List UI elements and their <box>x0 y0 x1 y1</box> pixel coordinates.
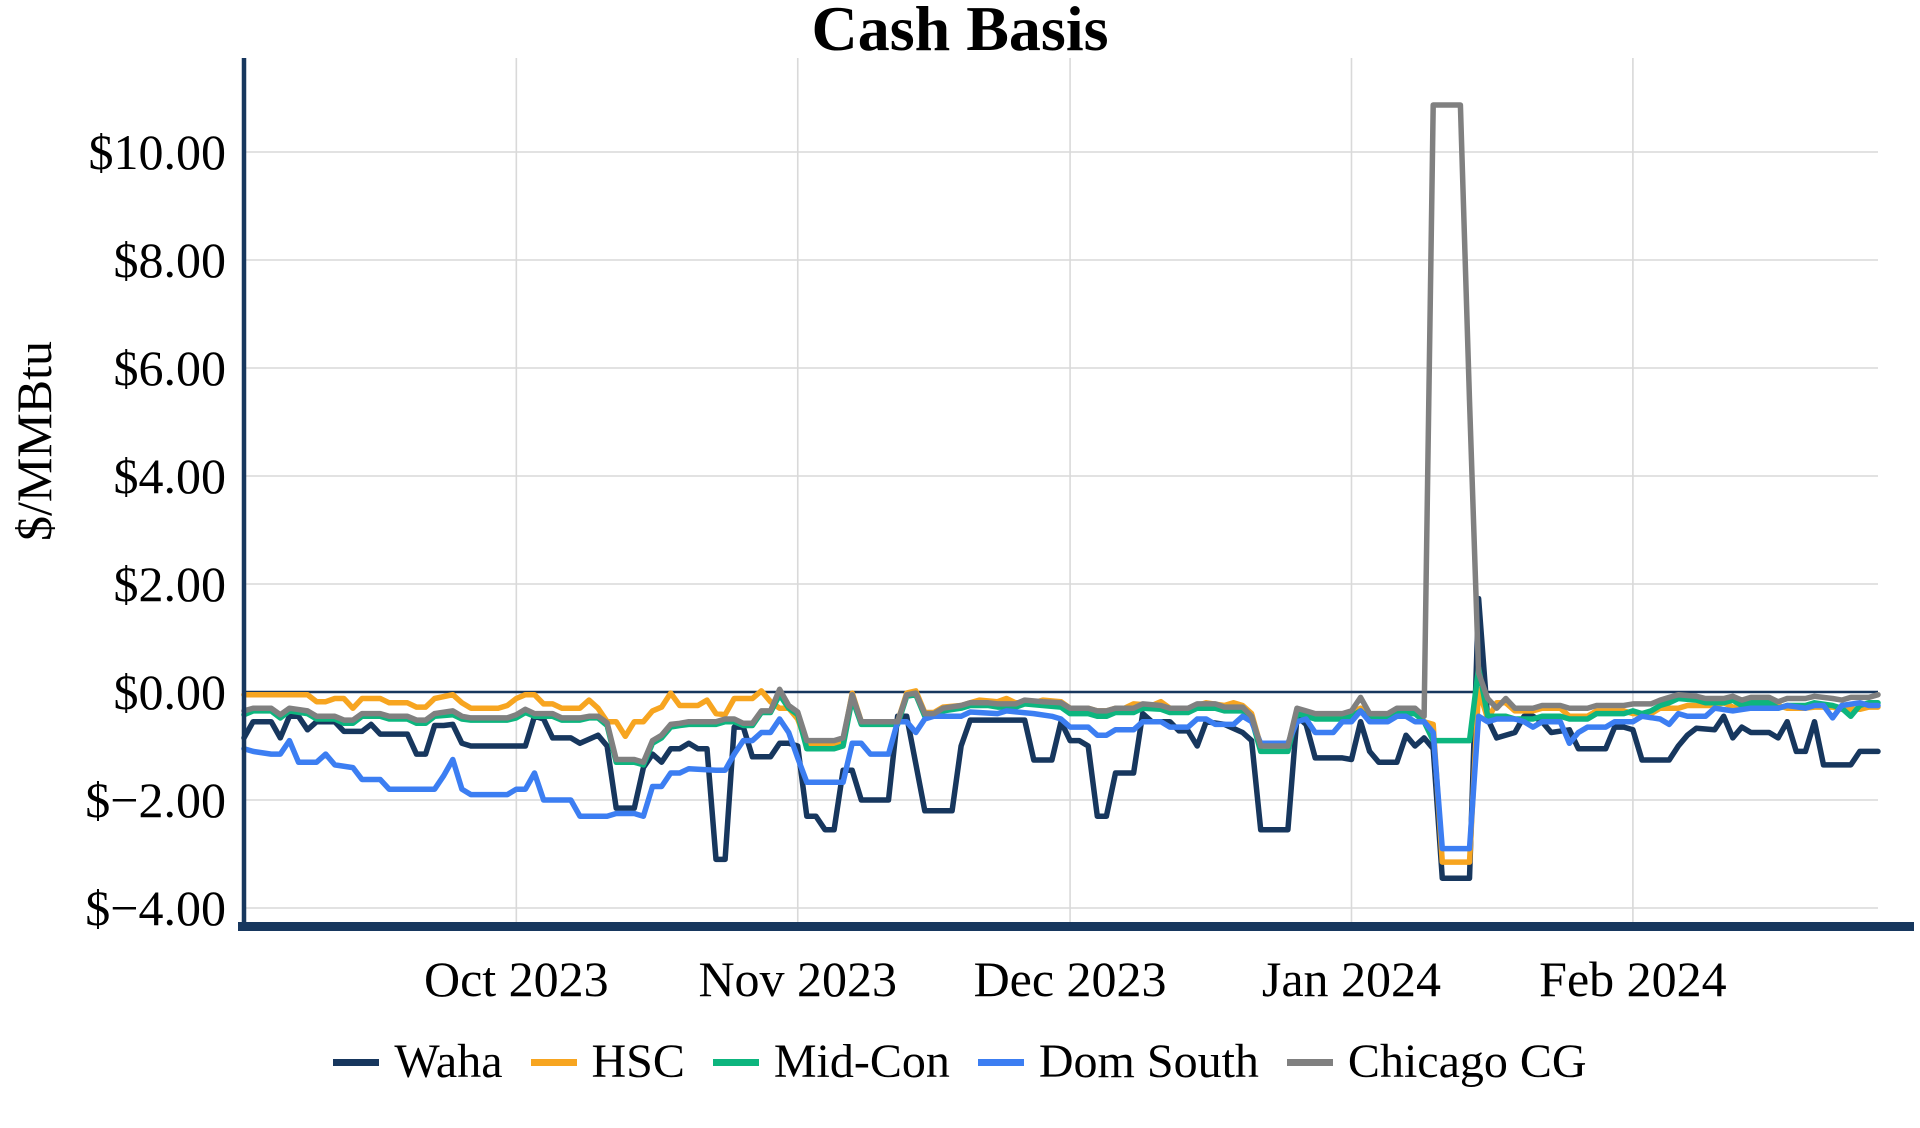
legend-label: HSC <box>591 1035 685 1088</box>
legend: Waha HSC Mid-Con Dom South Chicago CG <box>0 1038 1920 1086</box>
legend-item-chicago-cg: Chicago CG <box>1286 1035 1587 1088</box>
legend-swatch <box>1286 1058 1333 1066</box>
x-tick-label: Dec 2023 <box>974 951 1167 1007</box>
legend-label: Mid-Con <box>773 1035 950 1088</box>
y-tick-label: $4.00 <box>114 448 227 504</box>
y-tick-label: $−2.00 <box>85 772 226 828</box>
legend-swatch <box>712 1058 759 1066</box>
y-tick-label: $−4.00 <box>85 880 226 936</box>
x-tick-label: Nov 2023 <box>698 951 897 1007</box>
legend-item-hsc: HSC <box>530 1035 685 1088</box>
legend-item-waha: Waha <box>333 1035 503 1088</box>
y-axis-tick-labels: $10.00 $8.00 $6.00 $4.00 $2.00 $0.00 $−2.00 $−4… <box>85 124 226 936</box>
legend-label: Chicago CG <box>1347 1035 1587 1088</box>
x-axis-tick-labels: Oct 2023 Nov 2023 Dec 2023 Jan 2024 Feb 2024 <box>424 951 1727 1007</box>
x-tick-label: Feb 2024 <box>1539 951 1727 1007</box>
series-line-dom-south <box>241 700 1881 852</box>
y-tick-label: $8.00 <box>114 232 227 288</box>
legend-item-mid-con: Mid-Con <box>712 1035 950 1088</box>
axis-lines <box>238 58 1914 931</box>
x-tick-label: Oct 2023 <box>424 951 609 1007</box>
y-tick-label: $10.00 <box>89 124 227 180</box>
y-tick-label: $6.00 <box>114 340 227 396</box>
gridlines <box>244 58 1878 922</box>
x-tick-label: Jan 2024 <box>1262 951 1441 1007</box>
series-line-chicago-cg <box>241 102 1881 765</box>
legend-label: Waha <box>394 1035 503 1088</box>
data-series-lines <box>241 102 1881 882</box>
legend-item-dom-south: Dom South <box>977 1035 1259 1088</box>
y-tick-label: $2.00 <box>114 556 227 612</box>
chart-title: Cash Basis <box>811 0 1109 64</box>
legend-swatch <box>333 1058 380 1066</box>
series-line-mid-con <box>241 664 1881 768</box>
legend-label: Dom South <box>1038 1035 1259 1088</box>
legend-swatch <box>977 1058 1024 1066</box>
y-tick-label: $0.00 <box>114 664 227 720</box>
legend-swatch <box>530 1058 577 1066</box>
